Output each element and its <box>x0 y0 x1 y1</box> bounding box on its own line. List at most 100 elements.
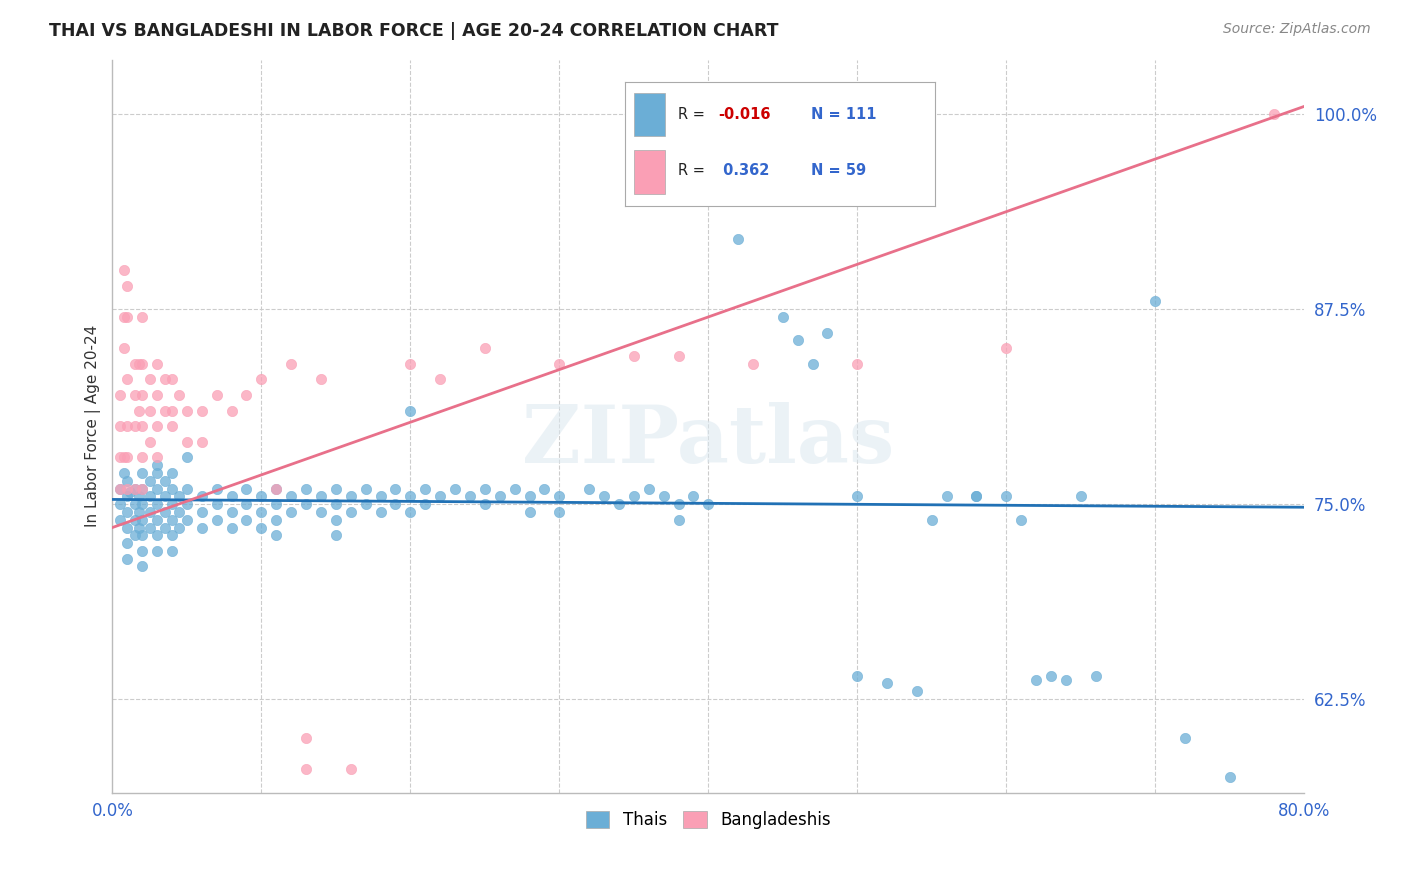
Point <box>169 505 191 519</box>
Point <box>250 489 273 503</box>
Point <box>117 505 139 519</box>
Point <box>370 505 392 519</box>
Point <box>112 310 135 324</box>
Point <box>117 278 139 293</box>
Point <box>325 513 347 527</box>
Point <box>325 497 347 511</box>
Point <box>120 484 142 499</box>
Point <box>578 482 600 496</box>
Point <box>124 482 146 496</box>
Point <box>205 388 228 402</box>
Point <box>1144 294 1167 309</box>
Point <box>124 482 146 496</box>
Point <box>117 551 139 566</box>
Point <box>266 482 288 496</box>
Point <box>160 544 183 558</box>
Point <box>429 489 451 503</box>
Point <box>221 403 243 417</box>
Point <box>205 497 228 511</box>
Point <box>250 372 273 386</box>
Point <box>250 505 273 519</box>
Point <box>652 489 675 503</box>
Point <box>966 489 988 503</box>
Point <box>339 505 361 519</box>
Point <box>117 489 139 503</box>
Point <box>191 434 214 449</box>
Point <box>205 513 228 527</box>
Point <box>131 513 153 527</box>
Point <box>280 505 302 519</box>
Point <box>124 419 146 434</box>
Point <box>128 489 150 503</box>
Point <box>295 731 318 745</box>
Point <box>160 419 183 434</box>
Point <box>474 341 496 355</box>
Point <box>607 497 630 511</box>
Point <box>444 482 467 496</box>
Point <box>966 489 988 503</box>
Point <box>935 489 957 503</box>
Point <box>131 482 153 496</box>
Point <box>176 482 198 496</box>
Point <box>235 513 257 527</box>
Point <box>176 403 198 417</box>
Point <box>138 434 160 449</box>
Point <box>131 450 153 465</box>
Text: ZIPatlas: ZIPatlas <box>522 401 894 480</box>
Point <box>138 505 160 519</box>
Point <box>131 482 153 496</box>
Point <box>399 403 422 417</box>
Point <box>519 505 541 519</box>
Point <box>138 520 160 534</box>
Point <box>117 536 139 550</box>
Point <box>131 419 153 434</box>
Point <box>1025 673 1047 688</box>
Point <box>235 497 257 511</box>
Point <box>280 489 302 503</box>
Point <box>668 497 690 511</box>
Point <box>399 505 422 519</box>
Point <box>117 419 139 434</box>
Point <box>354 497 377 511</box>
Text: Source: ZipAtlas.com: Source: ZipAtlas.com <box>1223 22 1371 37</box>
Point <box>221 505 243 519</box>
Point <box>309 372 332 386</box>
Point <box>160 528 183 542</box>
Point <box>548 357 571 371</box>
Point <box>128 403 150 417</box>
Point <box>191 403 214 417</box>
Point <box>668 349 690 363</box>
Point <box>519 489 541 503</box>
Point <box>112 450 135 465</box>
Point <box>108 497 131 511</box>
Point <box>124 388 146 402</box>
Point <box>429 372 451 386</box>
Point <box>160 513 183 527</box>
Point <box>339 489 361 503</box>
Point <box>146 497 169 511</box>
Point <box>146 357 169 371</box>
Point <box>108 513 131 527</box>
Point <box>153 520 176 534</box>
Point <box>169 388 191 402</box>
Point <box>117 482 139 496</box>
Point <box>176 450 198 465</box>
Point <box>138 474 160 488</box>
Point <box>1054 673 1077 688</box>
Point <box>124 497 146 511</box>
Point <box>905 684 928 698</box>
Point <box>474 482 496 496</box>
Point <box>169 489 191 503</box>
Point <box>846 357 869 371</box>
Point <box>668 513 690 527</box>
Point <box>266 482 288 496</box>
Point <box>117 450 139 465</box>
Point <box>623 349 645 363</box>
Point <box>742 357 765 371</box>
Point <box>995 489 1018 503</box>
Point <box>108 450 131 465</box>
Point <box>458 489 481 503</box>
Point <box>160 403 183 417</box>
Point <box>266 513 288 527</box>
Point <box>354 482 377 496</box>
